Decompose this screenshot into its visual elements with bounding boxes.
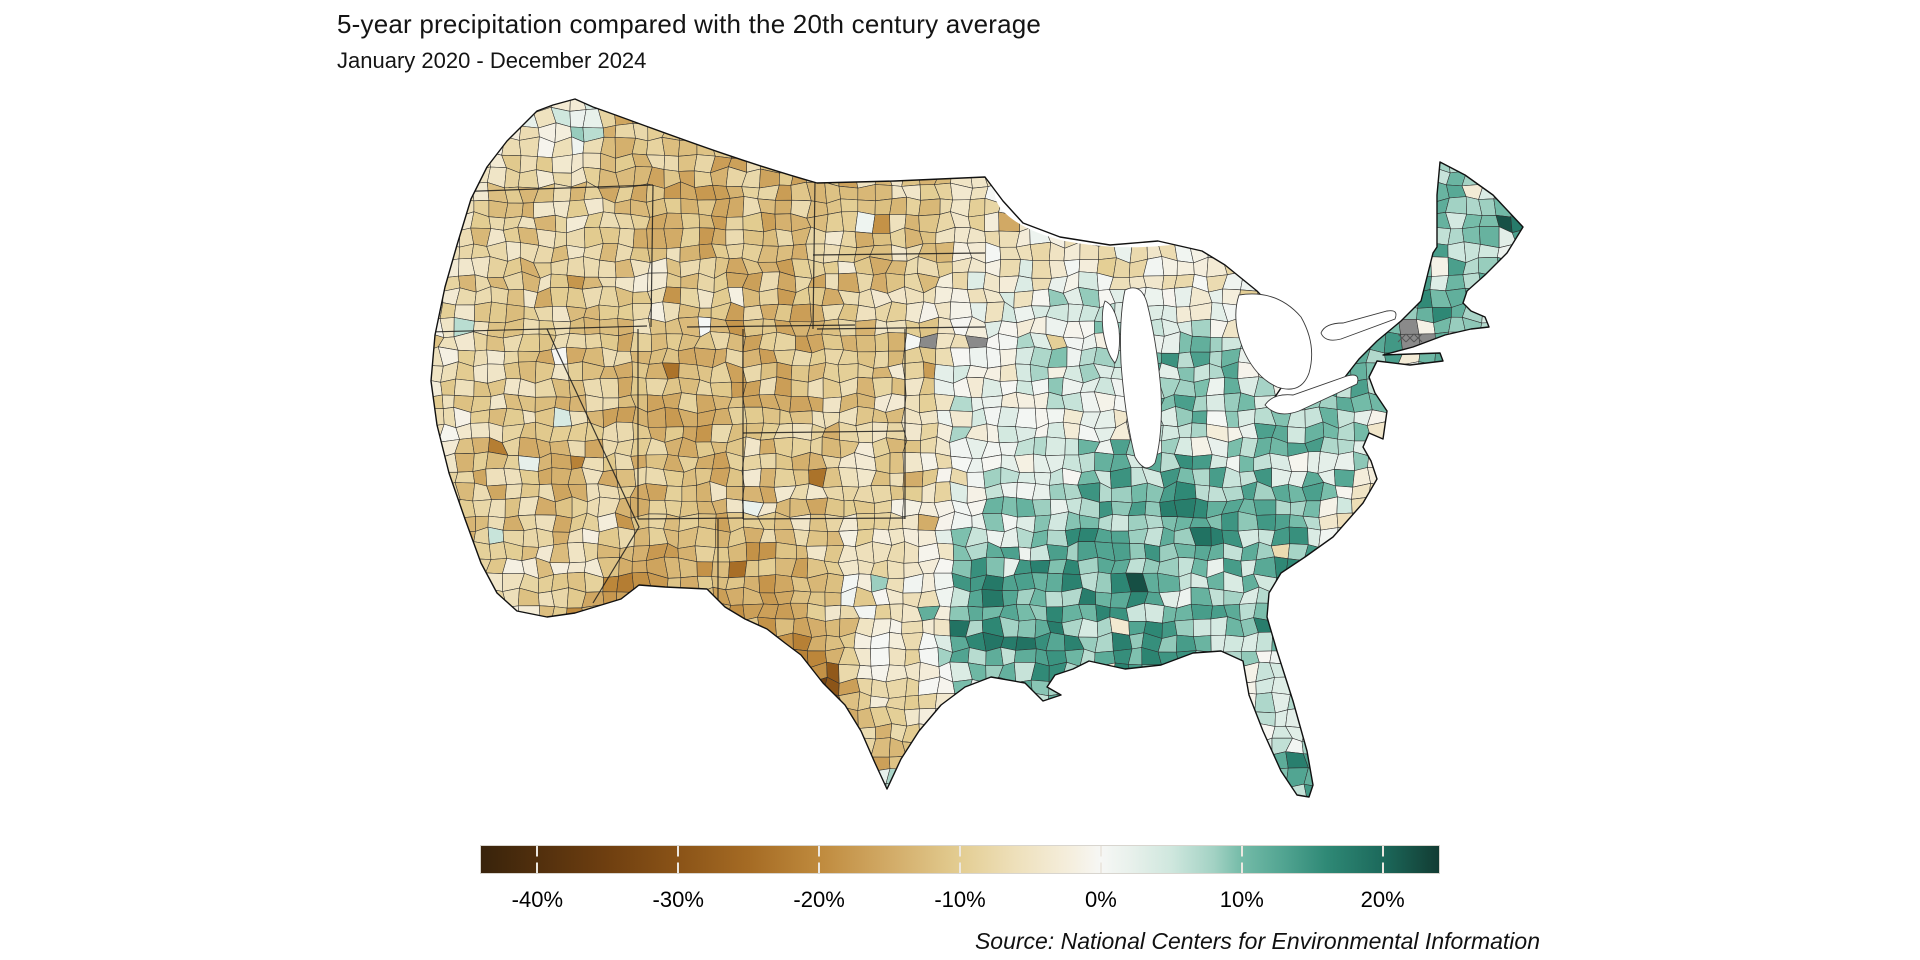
green-bay [1101,300,1120,364]
lake-erie [1264,374,1359,415]
chart-subtitle: January 2020 - December 2024 [337,48,647,73]
colorbar-tick-label: 20% [1360,887,1405,912]
lake-michigan [1120,287,1162,469]
colorbar-tick [1381,846,1384,873]
chart-title: 5-year precipitation compared with the 2… [337,9,1042,39]
lake-superior [994,173,1194,248]
colorbar-tick [1099,846,1102,873]
us-map-svg [430,98,1524,798]
colorbar-tick [1240,846,1243,873]
colorbar-tick [536,846,539,873]
colorbar-tick-label: -20% [793,887,845,912]
colorbar-tick-label: -30% [652,887,704,912]
no-data-hatch [1397,333,1423,343]
us-outline [430,98,1524,798]
state-borders [431,180,986,607]
colorbar-tick-label: -40% [511,887,564,912]
colorbar-tick-label: -10% [934,887,986,912]
colorbar-tick-label: 10% [1219,887,1264,912]
us-precipitation-choropleth-map [425,95,1545,805]
colorbar-tick [959,846,961,873]
source-attribution: Source: National Centers for Environment… [974,928,1540,954]
lake-huron [1235,293,1313,390]
colorbar-tick [818,846,821,873]
county-cells [431,99,1523,797]
colorbar: -40% -30% -20% -10% 0% 10% 20% [480,845,1440,912]
colorbar-tick-label: 0% [1084,887,1117,912]
lake-ontario [1320,310,1397,341]
colorbar-tick [677,846,680,873]
